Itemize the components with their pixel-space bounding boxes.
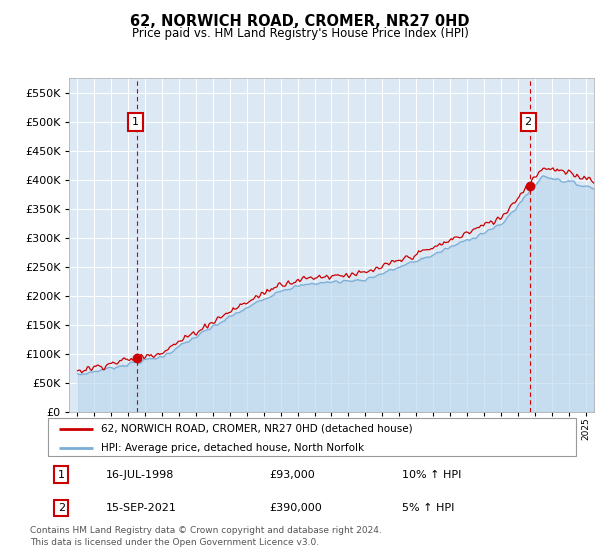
Text: 2: 2 <box>524 117 532 127</box>
Text: Price paid vs. HM Land Registry's House Price Index (HPI): Price paid vs. HM Land Registry's House … <box>131 27 469 40</box>
Text: 62, NORWICH ROAD, CROMER, NR27 0HD (detached house): 62, NORWICH ROAD, CROMER, NR27 0HD (deta… <box>101 424 412 434</box>
Text: 1: 1 <box>132 117 139 127</box>
Text: HPI: Average price, detached house, North Norfolk: HPI: Average price, detached house, Nort… <box>101 443 364 453</box>
Text: 16-JUL-1998: 16-JUL-1998 <box>106 470 175 480</box>
Text: 62, NORWICH ROAD, CROMER, NR27 0HD: 62, NORWICH ROAD, CROMER, NR27 0HD <box>130 14 470 29</box>
Text: 1: 1 <box>58 470 65 480</box>
Text: £390,000: £390,000 <box>270 503 323 513</box>
Text: Contains HM Land Registry data © Crown copyright and database right 2024.
This d: Contains HM Land Registry data © Crown c… <box>30 526 382 547</box>
Text: £93,000: £93,000 <box>270 470 316 480</box>
Text: 15-SEP-2021: 15-SEP-2021 <box>106 503 177 513</box>
Text: 2: 2 <box>58 503 65 513</box>
FancyBboxPatch shape <box>48 418 576 456</box>
Text: 10% ↑ HPI: 10% ↑ HPI <box>402 470 461 480</box>
Text: 5% ↑ HPI: 5% ↑ HPI <box>402 503 454 513</box>
